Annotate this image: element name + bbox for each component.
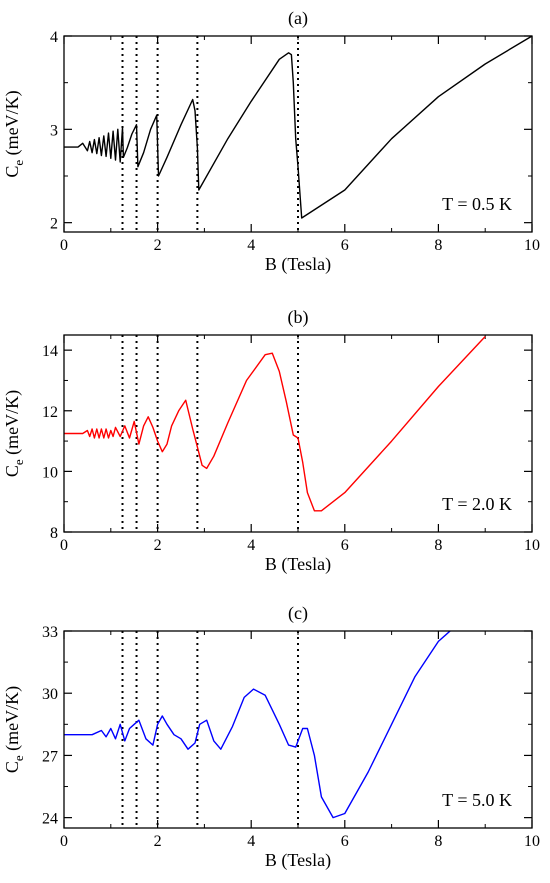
x-tick-label: 6	[341, 537, 349, 554]
y-tick-label: 14	[42, 343, 58, 360]
plot-frame	[63, 630, 533, 829]
plot-frame	[63, 334, 533, 533]
y-tick-label: 2	[50, 216, 58, 233]
y-tick-label: 10	[42, 464, 58, 481]
x-tick-label: 8	[434, 237, 442, 254]
x-tick-label: 10	[524, 833, 540, 850]
series-line	[64, 336, 486, 512]
y-tick-label: 8	[50, 525, 58, 542]
x-tick-label: 0	[60, 833, 68, 850]
x-tick-label: 8	[434, 833, 442, 850]
y-tick-label: 33	[42, 624, 58, 641]
x-tick-label: 2	[154, 237, 162, 254]
temperature-annotation: T = 0.5 K	[442, 194, 512, 214]
temperature-annotation: T = 5.0 K	[442, 790, 512, 810]
y-axis-label-symbol: C	[2, 465, 22, 477]
y-axis-label-unit: (meV/K)	[2, 390, 23, 459]
x-tick-label: 10	[524, 537, 540, 554]
y-axis-label-subscript: e	[11, 160, 26, 166]
y-axis-label-subscript: e	[11, 755, 26, 761]
y-axis-label-symbol: C	[2, 166, 22, 178]
y-tick-label: 27	[42, 748, 58, 765]
x-axis-label: B (Tesla)	[265, 554, 331, 575]
x-axis-label: B (Tesla)	[265, 850, 331, 871]
y-tick-label: 30	[42, 686, 58, 703]
y-axis-label-subscript: e	[11, 459, 26, 465]
x-tick-label: 4	[247, 237, 255, 254]
y-tick-label: 12	[42, 404, 58, 421]
y-tick-label: 24	[42, 811, 58, 828]
x-tick-label: 10	[524, 237, 540, 254]
x-tick-label: 6	[341, 833, 349, 850]
series-line	[64, 36, 532, 219]
y-tick-label: 4	[50, 29, 58, 46]
y-axis-label-symbol: C	[2, 761, 22, 773]
x-tick-label: 0	[60, 237, 68, 254]
plot-frame	[63, 35, 533, 233]
x-tick-label: 6	[341, 237, 349, 254]
x-tick-label: 4	[247, 537, 255, 554]
y-axis-label-unit: (meV/K)	[2, 90, 23, 159]
x-tick-label: 2	[154, 537, 162, 554]
y-axis-label: Ce (meV/K)	[2, 390, 26, 477]
y-axis-label: Ce (meV/K)	[2, 90, 26, 177]
x-axis-label: B (Tesla)	[265, 254, 331, 275]
y-axis-label: Ce (meV/K)	[2, 686, 26, 773]
temperature-annotation: T = 2.0 K	[442, 494, 512, 514]
x-tick-label: 2	[154, 833, 162, 850]
x-tick-label: 0	[60, 537, 68, 554]
y-axis-label-unit: (meV/K)	[2, 686, 23, 755]
chart-title: (b)	[288, 307, 309, 328]
chart-panel-1: (b) 0 2 4 6 8 10 8 10 12 14 T = 2.0 K B (Tesla) Ce (m…	[2, 307, 540, 575]
x-tick-label: 8	[434, 537, 442, 554]
chart-title: (c)	[288, 603, 308, 624]
chart-title: (a)	[288, 8, 308, 29]
x-tick-label: 4	[247, 833, 255, 850]
y-tick-label: 3	[50, 122, 58, 139]
series-line	[64, 631, 451, 819]
